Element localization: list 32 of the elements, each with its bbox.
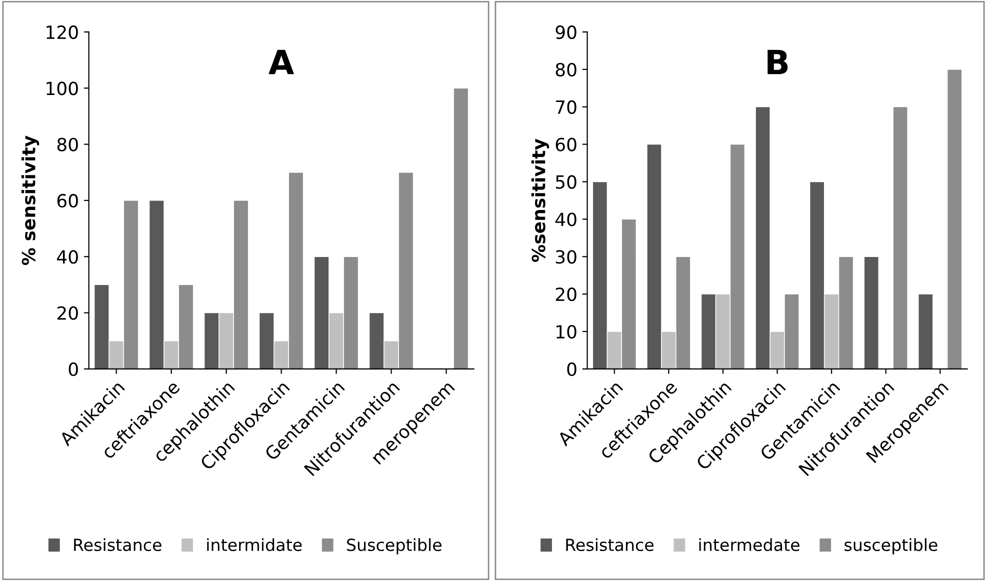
bar: [947, 69, 962, 369]
legend-label: susceptible: [844, 538, 938, 554]
legend-label: intermidate: [207, 538, 302, 552]
bar: [918, 294, 934, 369]
y-tick-label: 10: [556, 324, 576, 339]
y-tick-label: 50: [556, 175, 576, 189]
chart-title: B: [768, 50, 788, 74]
y-tick-label: 120: [46, 25, 78, 40]
legend-label: Resistance: [566, 538, 654, 552]
y-axis-title: %sensitivity: [531, 138, 550, 262]
y-tick-label: 40: [57, 250, 78, 264]
y-tick-label: 0: [567, 362, 576, 376]
y-tick-label: 80: [556, 62, 576, 77]
y-tick-label: 70: [556, 100, 576, 114]
legend-label: Resistance: [74, 538, 162, 552]
bar: [892, 106, 908, 369]
bar: [453, 88, 469, 369]
y-tick-label: 100: [46, 82, 78, 96]
legend-label: Susceptible: [347, 538, 442, 554]
y-tick-label: 60: [556, 138, 576, 152]
bar: [864, 256, 879, 369]
y-tick-label: 40: [555, 212, 576, 226]
y-tick-label: 20: [556, 288, 576, 302]
y-tick-label: 0: [68, 362, 78, 376]
chart-title: A: [268, 50, 294, 74]
y-tick-label: 30: [556, 250, 576, 264]
y-tick-label: 60: [57, 194, 78, 208]
y-axis-title: % sensitivity: [21, 136, 40, 266]
legend-label: intermedate: [699, 538, 800, 552]
y-tick-label: 20: [57, 306, 78, 320]
y-tick-label: 90: [556, 25, 576, 40]
y-tick-label: 80: [57, 138, 78, 152]
